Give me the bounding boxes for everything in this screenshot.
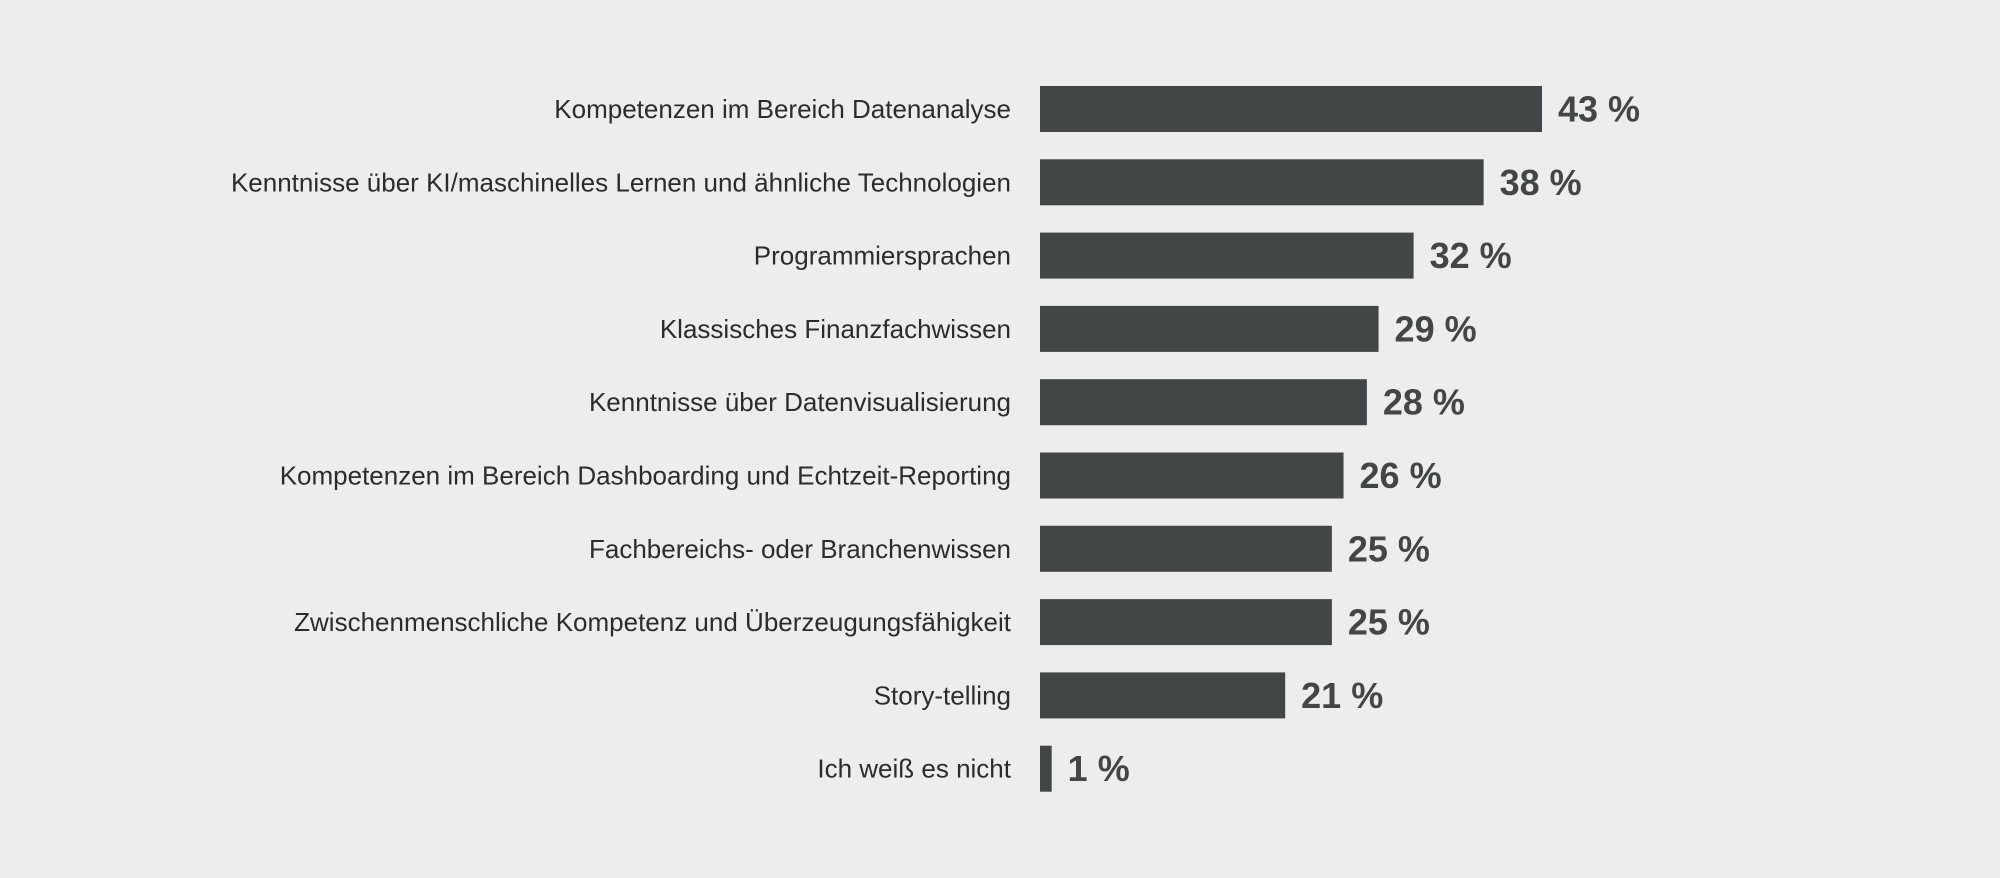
category-label-4: Kenntnisse über Datenvisualisierung — [589, 387, 1011, 417]
category-label-8: Story-telling — [874, 680, 1011, 710]
bar-8 — [1040, 672, 1286, 719]
value-label-7: 25 % — [1348, 602, 1430, 643]
value-labels: 43 % 38 % 32 % 29 % 28 % 26 % 25 % 25 % 21 % 1 % — [1068, 89, 1640, 790]
category-label-5: Kompetenzen im Bereich Dashboarding und … — [280, 461, 1011, 491]
bar-5 — [1040, 452, 1344, 499]
category-label-7: Zwischenmenschliche Kompetenz und Überze… — [294, 607, 1012, 637]
bar-3 — [1040, 305, 1379, 352]
value-label-4: 28 % — [1383, 382, 1465, 423]
bar-6 — [1040, 525, 1332, 572]
category-labels: Kompetenzen im Bereich Datenanalyse Kennt… — [231, 94, 1012, 784]
value-label-5: 26 % — [1360, 455, 1442, 496]
bar-1 — [1040, 159, 1484, 206]
bar-9 — [1040, 745, 1052, 792]
value-label-3: 29 % — [1395, 308, 1477, 349]
category-label-9: Ich weiß es nicht — [817, 754, 1011, 784]
value-label-2: 32 % — [1430, 235, 1512, 276]
bar-2 — [1040, 232, 1414, 279]
bars-layer — [1040, 86, 1542, 792]
value-label-1: 38 % — [1500, 162, 1582, 203]
bar-0 — [1040, 86, 1542, 132]
value-label-0: 43 % — [1558, 89, 1640, 130]
category-label-2: Programmiersprachen — [754, 241, 1011, 271]
value-label-6: 25 % — [1348, 528, 1430, 569]
category-label-1: Kenntnisse über KI/maschinelles Lernen u… — [231, 167, 1011, 197]
value-label-8: 21 % — [1301, 675, 1383, 716]
category-label-6: Fachbereichs- oder Branchenwissen — [589, 534, 1011, 564]
category-label-3: Klassisches Finanzfachwissen — [660, 314, 1011, 344]
value-label-9: 1 % — [1068, 748, 1130, 789]
category-label-0: Kompetenzen im Bereich Datenanalyse — [554, 94, 1011, 124]
bar-4 — [1040, 379, 1367, 426]
bar-7 — [1040, 599, 1332, 646]
